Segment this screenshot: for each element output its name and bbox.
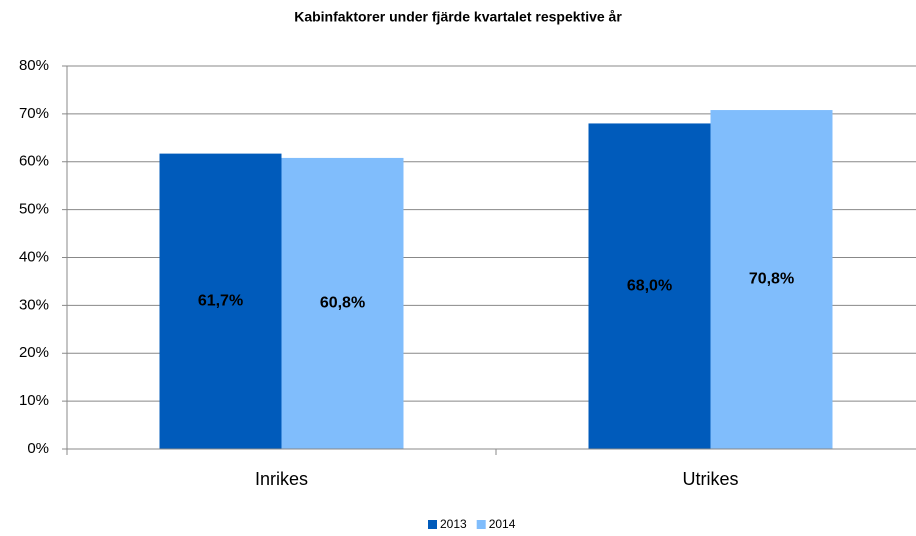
y-tick-label: 0% xyxy=(27,440,49,457)
data-label: 61,7% xyxy=(198,293,243,310)
y-tick-label: 40% xyxy=(19,248,49,265)
legend-label: 2014 xyxy=(489,517,516,531)
data-label: 60,8% xyxy=(320,295,365,312)
chart-title: Kabinfaktorer under fjärde kvartalet res… xyxy=(294,9,622,25)
y-tick-label: 60% xyxy=(19,153,49,170)
bar xyxy=(588,123,711,449)
y-tick-label: 10% xyxy=(19,392,49,409)
data-label: 70,8% xyxy=(749,271,794,288)
x-tick-label: Utrikes xyxy=(682,469,738,489)
y-tick-label: 30% xyxy=(19,296,49,313)
legend-swatch xyxy=(428,520,437,529)
y-tick-label: 20% xyxy=(19,344,49,361)
y-tick-label: 70% xyxy=(19,105,49,122)
bar xyxy=(281,157,404,450)
legend-label: 2013 xyxy=(440,517,467,531)
bar xyxy=(710,110,833,450)
bar xyxy=(159,153,282,449)
x-tick-label: Inrikes xyxy=(255,469,308,489)
legend-swatch xyxy=(476,520,486,529)
y-tick-label: 50% xyxy=(19,201,49,218)
y-tick-label: 80% xyxy=(19,57,49,74)
data-label: 68,0% xyxy=(627,277,672,294)
